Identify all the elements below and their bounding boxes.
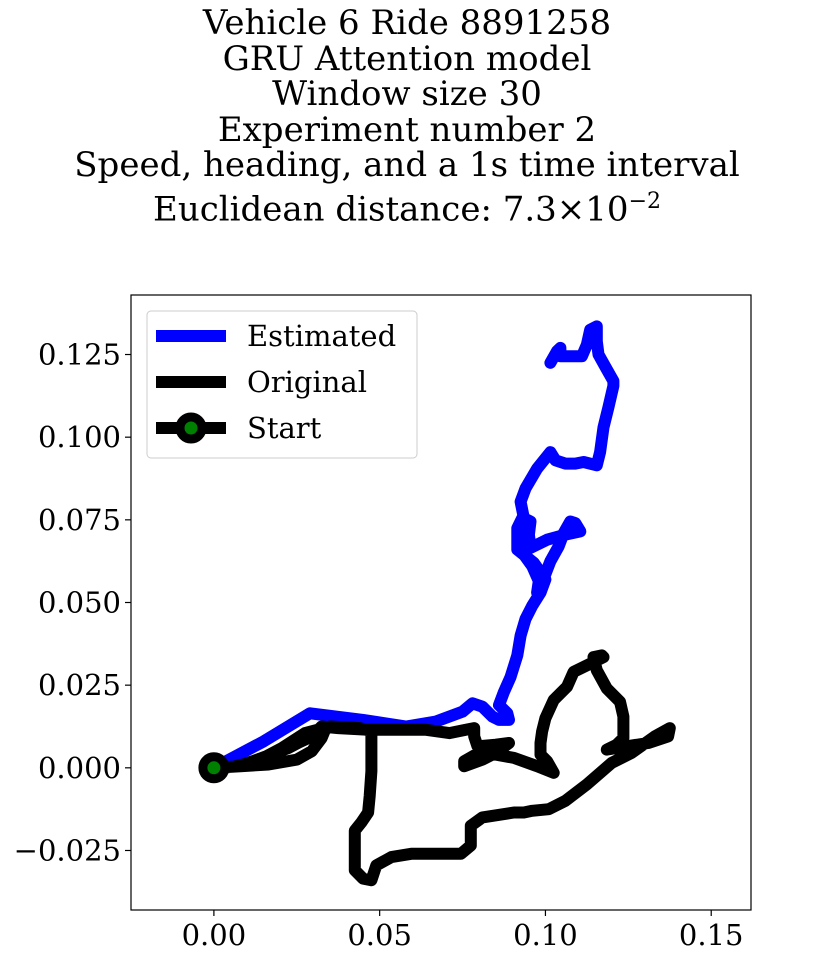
legend-start-marker [175, 412, 207, 444]
y-tick-label: 0.100 [38, 420, 121, 454]
distance-exponent: −2 [628, 188, 661, 214]
title-line-3: Window size 30 [272, 74, 542, 114]
chart-title: Vehicle 6 Ride 8891258 GRU Attention mod… [0, 0, 814, 227]
distance-times: × [556, 188, 586, 229]
title-line-5: Speed, heading, and a 1s time interval [74, 145, 740, 185]
series-line-1 [207, 649, 676, 887]
x-tick-label: 0.00 [182, 918, 247, 952]
legend-frame [146, 310, 418, 459]
title-line-1: Vehicle 6 Ride 8891258 [202, 3, 612, 43]
title-line-4: Experiment number 2 [217, 109, 597, 150]
legend-estimated-label: Estimated [247, 319, 396, 353]
x-tick-label: 0.10 [513, 918, 578, 952]
title-line-2: GRU Attention model [222, 38, 592, 79]
title-line-distance: Euclidean distance: 7.3×10−2 [0, 184, 814, 228]
x-tick-label: 0.15 [679, 918, 744, 952]
distance-base: 10 [585, 188, 629, 229]
y-tick-label: 0.025 [38, 668, 121, 702]
y-tick-label: 0.000 [38, 751, 121, 785]
y-tick-label: 0.050 [38, 586, 121, 620]
distance-label: Euclidean distance: [153, 188, 503, 229]
legend-original-label: Original [247, 365, 367, 399]
distance-mantissa: 7.3 [502, 188, 557, 229]
y-tick-label: 0.075 [38, 503, 121, 537]
series-line-0 [207, 320, 620, 774]
plot-data-layer [198, 320, 676, 887]
start-marker [198, 752, 230, 784]
x-tick-label: 0.05 [347, 918, 412, 952]
y-tick-label: −0.025 [14, 833, 121, 867]
axis-ticks: 0.00 0.05 0.10 0.15 −0.025 0.000 0.025 0.050 0.0… [14, 338, 744, 952]
y-tick-label: 0.125 [38, 338, 121, 372]
legend: Estimated Original Start [146, 310, 418, 459]
legend-start-label: Start [247, 411, 322, 445]
